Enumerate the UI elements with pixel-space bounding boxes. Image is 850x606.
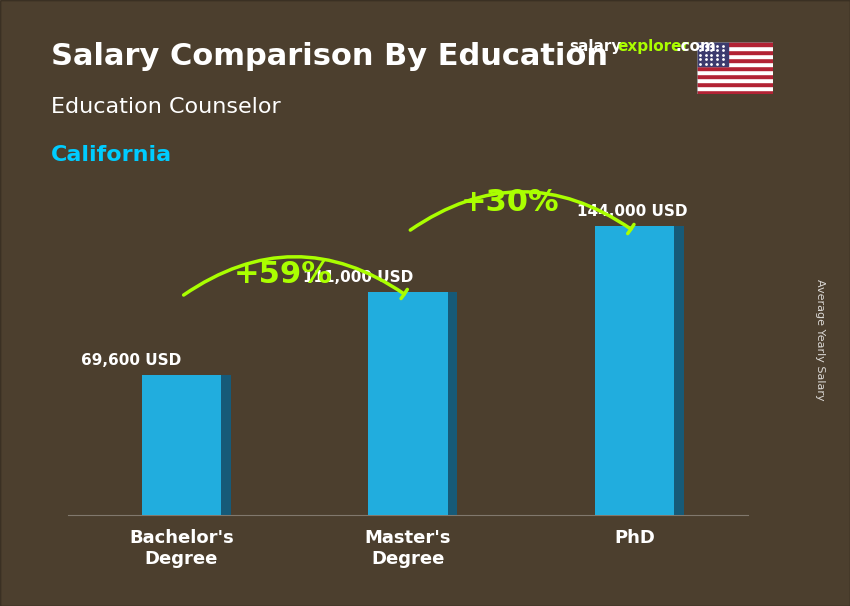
Bar — [448, 292, 457, 515]
Text: 111,000 USD: 111,000 USD — [303, 270, 413, 285]
Bar — [368, 292, 448, 515]
Text: explorer: explorer — [617, 39, 689, 55]
Bar — [697, 42, 774, 47]
Bar — [697, 55, 774, 58]
Text: +30%: +30% — [461, 188, 559, 217]
Bar — [221, 375, 230, 515]
Bar — [142, 375, 221, 515]
Bar — [697, 74, 774, 78]
Bar — [697, 66, 774, 70]
Text: Education Counselor: Education Counselor — [51, 97, 280, 117]
Bar — [697, 86, 774, 90]
Bar — [595, 226, 674, 515]
Text: 69,600 USD: 69,600 USD — [82, 353, 182, 368]
Bar — [697, 82, 774, 86]
Bar — [697, 62, 774, 66]
Bar — [697, 50, 774, 55]
Bar — [674, 226, 684, 515]
Bar — [697, 90, 774, 94]
Bar — [697, 78, 774, 82]
Bar — [142, 375, 221, 515]
Bar — [595, 226, 674, 515]
Text: California: California — [51, 145, 172, 165]
Bar — [697, 47, 774, 50]
Text: Salary Comparison By Education: Salary Comparison By Education — [51, 42, 608, 72]
Bar — [697, 42, 728, 66]
Text: Average Yearly Salary: Average Yearly Salary — [815, 279, 825, 400]
Bar — [697, 70, 774, 74]
Text: 144,000 USD: 144,000 USD — [577, 204, 688, 219]
Bar — [368, 292, 448, 515]
Text: .com: .com — [676, 39, 717, 55]
Text: salary: salary — [570, 39, 622, 55]
Text: +59%: +59% — [234, 260, 332, 289]
Bar — [697, 58, 774, 62]
